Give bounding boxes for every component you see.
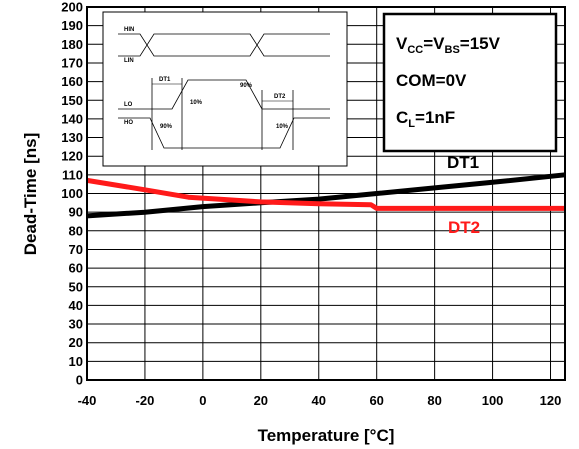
- label-dt2: DT2: [274, 94, 286, 100]
- y-tick-label: 110: [62, 167, 83, 182]
- series-label-dt2: DT2: [448, 218, 480, 237]
- x-tick-label: 60: [369, 393, 383, 408]
- x-tick-labels: -40 -20 0 20 40 60 80 100 120: [78, 393, 562, 408]
- y-tick-label: 0: [76, 373, 83, 388]
- label-10pct-lo: 10%: [190, 100, 203, 106]
- label-90pct-lo: 90%: [240, 83, 253, 89]
- y-tick-label: 170: [61, 55, 83, 70]
- label-10pct-ho: 10%: [276, 124, 289, 130]
- y-tick-label: 150: [61, 93, 83, 108]
- x-tick-label: -40: [78, 393, 97, 408]
- y-tick-label: 70: [69, 242, 83, 257]
- x-tick-label: 120: [540, 393, 562, 408]
- signal-ho: [118, 117, 330, 149]
- series-line-dt2: [86, 177, 565, 211]
- series-label-dt1: DT1: [447, 153, 479, 172]
- x-tick-label: 40: [312, 393, 326, 408]
- y-tick-label: 50: [69, 279, 83, 294]
- y-tick-label: 80: [69, 223, 83, 238]
- y-tick-label: 20: [69, 335, 83, 350]
- x-tick-label: 0: [199, 393, 206, 408]
- x-tick-label: 100: [482, 393, 504, 408]
- x-tick-label: 80: [427, 393, 441, 408]
- label-90pct-ho: 90%: [160, 124, 173, 130]
- y-tick-label: 60: [69, 261, 83, 276]
- y-axis-title: Dead-Time [ns]: [21, 133, 40, 256]
- y-tick-label: 30: [69, 317, 83, 332]
- y-tick-label: 130: [61, 130, 83, 145]
- label-ho: HO: [124, 120, 133, 126]
- x-axis-title: Temperature [°C]: [258, 426, 395, 445]
- condition-supply: VCC=VBS=15V: [396, 34, 501, 56]
- signal-lo: [118, 79, 330, 110]
- label-lin: LIN: [124, 58, 134, 64]
- plot-border: [86, 6, 566, 381]
- condition-com: COM=0V: [396, 71, 467, 90]
- label-lo: LO: [124, 102, 133, 108]
- label-dt1: DT1: [159, 77, 171, 83]
- y-tick-label: 40: [69, 298, 83, 313]
- y-tick-label: 180: [61, 37, 83, 52]
- label-hin: HIN: [124, 27, 134, 33]
- y-tick-label: 10: [69, 354, 83, 369]
- x-tick-label: -20: [136, 393, 155, 408]
- condition-load: CL=1nF: [396, 108, 455, 130]
- signal-lin: [118, 33, 330, 57]
- y-tick-label: 160: [61, 74, 83, 89]
- y-tick-label: 190: [61, 18, 83, 33]
- y-tick-label: 200: [61, 0, 83, 15]
- conditions-box: VCC=VBS=15V COM=0V CL=1nF: [382, 12, 558, 153]
- y-tick-labels: 0 10 20 30 40 50 60 70 80 90 100 110 120 130 140 150 160…: [61, 0, 83, 388]
- x-tick-label: 20: [254, 393, 268, 408]
- y-tick-label: 100: [61, 186, 83, 201]
- timing-diagram-inset: HIN LIN LO HO DT1 DT2 10% 90% 90% 10%: [102, 11, 348, 167]
- series-line-dt1: [86, 172, 566, 219]
- y-tick-label: 140: [61, 111, 83, 126]
- signal-hin: [118, 33, 330, 57]
- y-tick-label: 90: [69, 205, 83, 220]
- y-tick-label: 120: [61, 149, 83, 164]
